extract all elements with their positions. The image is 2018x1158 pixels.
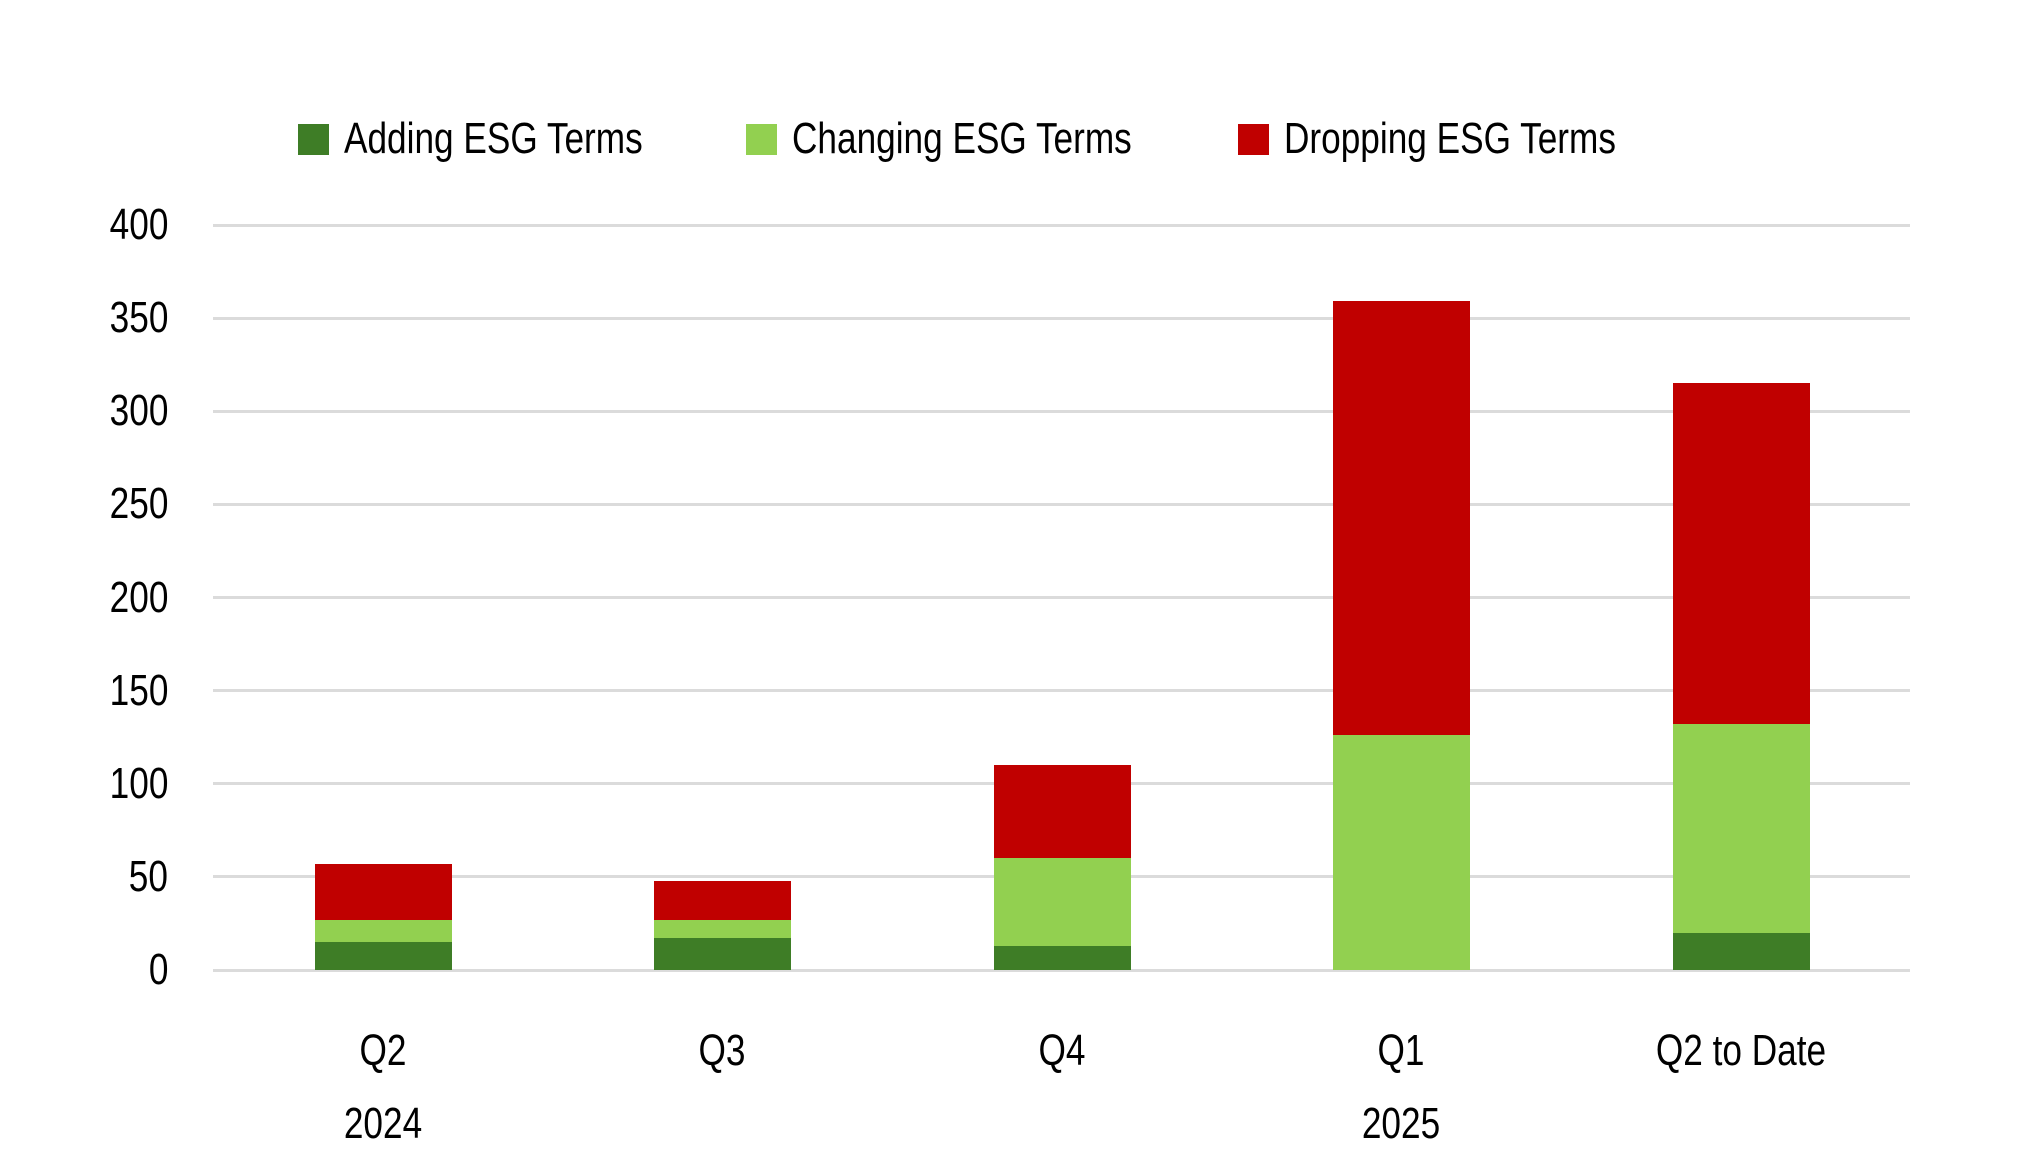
gridline-300 [213,409,1910,413]
x-axis-category-label: Q3 [698,1026,746,1075]
bar-segment-adding-esg-terms-cat0 [314,942,452,970]
y-axis-tick-label: 300 [109,386,168,436]
gridline-0 [213,968,1910,972]
bar-segment-changing-esg-terms-cat0 [314,919,452,943]
y-axis-tick-label: 200 [109,572,168,622]
bar-segment-dropping-esg-terms-cat2 [993,765,1131,859]
bar-segment-changing-esg-terms-cat4 [1672,724,1810,933]
legend-item-adding-esg-terms: Adding ESG Terms [298,114,717,163]
y-axis-tick-label: 250 [109,479,168,529]
legend-swatch-icon [746,123,777,155]
gridline-350 [213,316,1910,320]
x-axis-category-label: Q2 2024 [343,1026,423,1148]
bar-segment-adding-esg-terms-cat1 [653,938,791,970]
legend-swatch-icon [1238,123,1269,155]
gridline-200 [213,596,1910,599]
x-axis-category-label: Q4 [1038,1026,1086,1075]
bar-segment-changing-esg-terms-cat2 [993,858,1131,946]
legend-item-changing-esg-terms: Changing ESG Terms [746,114,1217,163]
bar-segment-changing-esg-terms-cat1 [653,919,791,939]
gridline-150 [213,689,1910,693]
bar-segment-dropping-esg-terms-cat1 [653,880,791,920]
y-axis-tick-label: 100 [109,758,168,808]
bar-segment-adding-esg-terms-cat2 [993,945,1131,970]
gridline-250 [213,502,1910,506]
legend-item-dropping-esg-terms: Dropping ESG Terms [1238,114,1699,163]
bar-segment-dropping-esg-terms-cat4 [1672,383,1810,725]
x-axis-category-label: Q2 to Date [1655,1026,1827,1075]
legend-swatch-icon [298,123,329,155]
y-axis-tick-label: 150 [109,665,168,715]
chart-legend: Adding ESG Terms Changing ESG Terms Droppi… [0,114,2018,163]
y-axis-tick-label: 400 [109,200,168,249]
legend-label: Dropping ESG Terms [1284,114,1616,163]
y-axis-tick-label: 350 [109,293,168,343]
gridline-400 [213,223,1910,227]
y-axis-tick-label: 50 [128,851,168,901]
legend-label: Adding ESG Terms [344,114,643,163]
bar-segment-dropping-esg-terms-cat0 [314,863,452,920]
bar-segment-changing-esg-terms-cat3 [1332,735,1470,970]
y-axis-tick-label: 0 [148,945,168,994]
legend-label: Changing ESG Terms [792,114,1132,163]
x-axis-category-label: Q1 2025 [1361,1026,1441,1148]
bar-segment-dropping-esg-terms-cat3 [1332,301,1470,736]
bar-segment-adding-esg-terms-cat4 [1672,932,1810,970]
